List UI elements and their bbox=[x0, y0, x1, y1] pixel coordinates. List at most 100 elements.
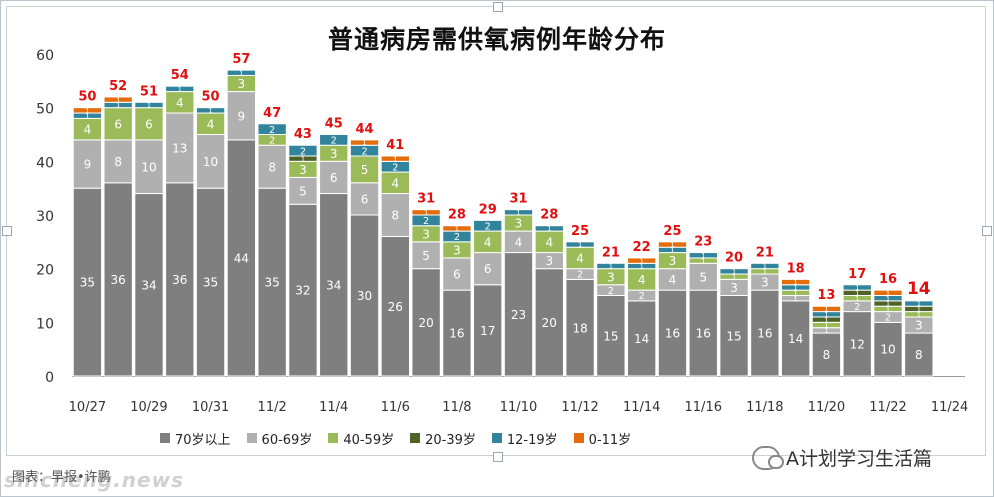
y-tick-label: 10 bbox=[36, 316, 54, 332]
bar-segment-label: 1 bbox=[793, 295, 797, 303]
bar-segment-label: 4 bbox=[638, 273, 646, 287]
bar-segment-label: 1 bbox=[886, 295, 890, 303]
bar-segment-label: 16 bbox=[665, 327, 680, 341]
legend-entry: 0-11岁 bbox=[573, 429, 632, 448]
y-tick-label: 20 bbox=[36, 263, 54, 279]
bar-segment-label: 8 bbox=[392, 209, 400, 223]
bar-segment-label: 6 bbox=[145, 117, 153, 131]
bar-segment bbox=[473, 252, 503, 286]
bar-segment bbox=[534, 225, 564, 232]
bar-segment-label: 1 bbox=[639, 257, 643, 265]
resize-handle-top[interactable] bbox=[493, 2, 503, 12]
bar-segment-label: 23 bbox=[511, 308, 526, 322]
bar-total-label: 31 bbox=[509, 192, 527, 207]
bar-segment-label: 1 bbox=[670, 247, 674, 255]
legend-swatch bbox=[246, 433, 257, 443]
bar-segment-label: 36 bbox=[172, 273, 187, 287]
bar-segment bbox=[780, 300, 811, 377]
legend-swatch bbox=[328, 433, 339, 443]
bar-segment bbox=[226, 91, 257, 141]
bar-segment bbox=[811, 305, 842, 313]
x-tick-label: 11/24 bbox=[931, 400, 968, 415]
bar-segment bbox=[319, 134, 349, 146]
bar-total-label: 20 bbox=[725, 251, 743, 266]
bar-segment-label: 3 bbox=[238, 77, 246, 91]
bar-segment bbox=[226, 69, 257, 76]
bar-total-label: 52 bbox=[109, 79, 127, 94]
bar-segment-label: 6 bbox=[361, 192, 369, 206]
bar-segment-label: 1 bbox=[301, 155, 305, 163]
bar-segment-label: 3 bbox=[422, 227, 430, 241]
bar-segment bbox=[134, 139, 164, 195]
chart-legend: 70岁以上 60-69岁 40-59岁 20-39岁 12-19岁 0-11岁 bbox=[160, 428, 820, 448]
bar-total-label: 17 bbox=[848, 267, 866, 282]
bar-segment-label: 1 bbox=[824, 311, 828, 319]
bar-segment-label: 1 bbox=[732, 268, 736, 276]
bar-segment-label: 15 bbox=[726, 329, 741, 343]
bar-segment-label: 16 bbox=[696, 327, 711, 341]
bar-segment bbox=[195, 134, 226, 189]
bar-segment bbox=[349, 214, 380, 377]
bar-segment-label: 4 bbox=[176, 96, 184, 110]
bar-segment-label: 1 bbox=[855, 284, 859, 292]
legend-label: 60-69岁 bbox=[261, 432, 313, 448]
x-tick-label: 11/10 bbox=[500, 400, 537, 415]
resize-handle-left[interactable] bbox=[2, 226, 12, 236]
bar-segment-label: 10 bbox=[880, 343, 895, 357]
bar-segment-label: 1 bbox=[116, 102, 120, 110]
bar-segment bbox=[72, 187, 103, 377]
bar-segment-label: 1 bbox=[886, 306, 890, 314]
resize-handle-bottom[interactable] bbox=[493, 452, 503, 462]
bar-segment-label: 16 bbox=[449, 327, 464, 341]
bar-segment-label: 5 bbox=[299, 184, 307, 198]
bar-segment bbox=[257, 144, 287, 189]
bar-segment bbox=[411, 241, 441, 270]
bar-segment bbox=[165, 112, 195, 184]
bar-segment-label: 4 bbox=[515, 235, 523, 249]
x-tick-label: 11/4 bbox=[319, 400, 348, 415]
bar-segment-label: 4 bbox=[84, 123, 92, 137]
bar-segment-label: 1 bbox=[701, 257, 705, 265]
bar-segment-label: 1 bbox=[85, 112, 89, 120]
bar-total-label: 21 bbox=[756, 245, 774, 260]
bar-segment-label: 1 bbox=[239, 69, 243, 77]
bar-segment bbox=[288, 144, 318, 157]
bar-segment-label: 32 bbox=[295, 284, 310, 298]
bar-segment-label: 1 bbox=[116, 96, 120, 104]
x-tick-label: 11/22 bbox=[869, 400, 906, 415]
x-tick-label: 10/27 bbox=[69, 400, 106, 415]
bar-total-label: 14 bbox=[907, 279, 931, 299]
bar-segment-label: 3 bbox=[761, 276, 769, 290]
bar-segment-label: 2 bbox=[300, 146, 306, 157]
bar-segment-label: 2 bbox=[639, 291, 645, 302]
bar-segment-label: 1 bbox=[793, 284, 797, 292]
x-tick-label: 11/6 bbox=[381, 400, 410, 415]
bar-segment-label: 2 bbox=[361, 146, 367, 157]
bar-segment-label: 10 bbox=[203, 155, 218, 169]
resize-handle-right[interactable] bbox=[982, 226, 992, 236]
bar-segment bbox=[688, 252, 718, 259]
wechat-icon bbox=[752, 445, 784, 470]
x-tick-label: 11/16 bbox=[685, 400, 722, 415]
bar-segment-label: 1 bbox=[578, 241, 582, 249]
bar-segment-label: 10 bbox=[141, 160, 156, 174]
bar-segment-label: 4 bbox=[484, 235, 492, 249]
bar-segment bbox=[780, 278, 811, 286]
watermark: shicheng.news bbox=[4, 468, 184, 492]
x-tick-label: 11/8 bbox=[442, 400, 471, 415]
bar-segment-label: 3 bbox=[730, 281, 738, 295]
bar-segment bbox=[134, 101, 164, 109]
bar-segment bbox=[750, 289, 780, 377]
x-tick-label: 10/29 bbox=[130, 400, 167, 415]
bar-segment-label: 14 bbox=[788, 332, 803, 346]
bar-segment bbox=[688, 262, 718, 291]
bar-segment bbox=[657, 241, 688, 248]
bar-segment-label: 2 bbox=[885, 313, 891, 324]
bar-segment bbox=[319, 193, 349, 377]
legend-label: 0-11岁 bbox=[588, 432, 632, 448]
chart-title: 普通病房需供氧病例年龄分布 bbox=[327, 25, 666, 54]
bar-total-label: 41 bbox=[386, 138, 404, 153]
legend-entry: 40-59岁 bbox=[328, 429, 394, 448]
bar-segment-label: 26 bbox=[388, 300, 403, 314]
legend-label: 12-19岁 bbox=[506, 432, 558, 448]
